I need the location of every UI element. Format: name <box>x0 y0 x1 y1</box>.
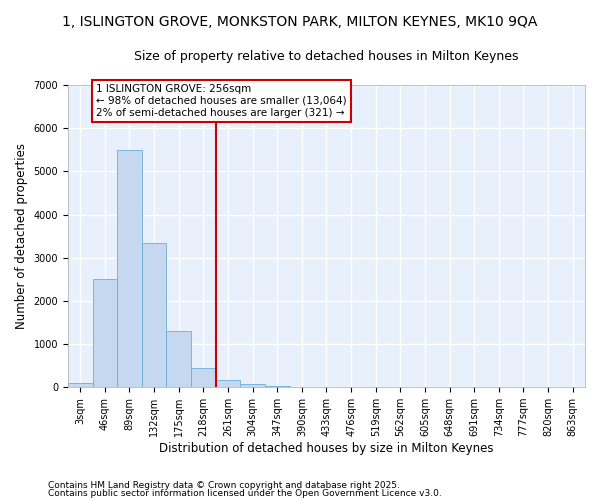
Text: Contains HM Land Registry data © Crown copyright and database right 2025.: Contains HM Land Registry data © Crown c… <box>48 481 400 490</box>
Text: 1 ISLINGTON GROVE: 256sqm
← 98% of detached houses are smaller (13,064)
2% of se: 1 ISLINGTON GROVE: 256sqm ← 98% of detac… <box>96 84 347 117</box>
Title: Size of property relative to detached houses in Milton Keynes: Size of property relative to detached ho… <box>134 50 519 63</box>
Y-axis label: Number of detached properties: Number of detached properties <box>15 143 28 329</box>
Bar <box>68 383 92 387</box>
Bar <box>92 280 117 387</box>
Bar <box>265 386 290 387</box>
Bar <box>215 380 240 387</box>
Bar <box>191 368 215 387</box>
Text: 1, ISLINGTON GROVE, MONKSTON PARK, MILTON KEYNES, MK10 9QA: 1, ISLINGTON GROVE, MONKSTON PARK, MILTO… <box>62 15 538 29</box>
X-axis label: Distribution of detached houses by size in Milton Keynes: Distribution of detached houses by size … <box>159 442 494 455</box>
Bar <box>142 242 166 387</box>
Text: Contains public sector information licensed under the Open Government Licence v3: Contains public sector information licen… <box>48 488 442 498</box>
Bar <box>117 150 142 387</box>
Bar <box>166 331 191 387</box>
Bar <box>240 384 265 387</box>
